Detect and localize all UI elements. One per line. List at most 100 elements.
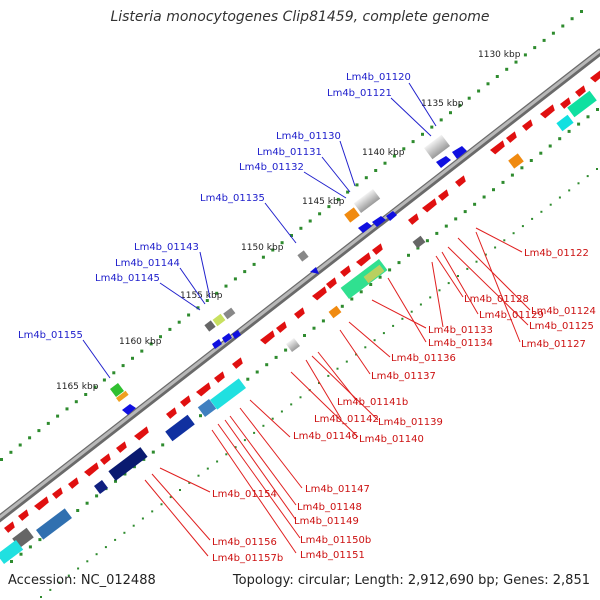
ruler-dot — [397, 261, 401, 265]
ruler-dot — [114, 479, 117, 483]
ruler-dot — [484, 253, 487, 256]
ruler-dot — [486, 82, 490, 86]
ruler-dot — [558, 137, 562, 141]
ruler-dot — [373, 339, 376, 342]
ruler-dot — [141, 517, 144, 520]
ruler-dot — [503, 239, 506, 242]
ruler-dot — [383, 161, 387, 165]
gene-label-lm4b-01124: Lm4b_01124 — [531, 306, 596, 317]
gene-label-lm4b-01127: Lm4b_01127 — [521, 339, 586, 350]
ruler-dot — [104, 546, 107, 549]
ruler-dot — [402, 147, 406, 151]
gene-block — [0, 539, 24, 565]
red-gene-arrow — [560, 97, 571, 109]
ruler-dot — [262, 424, 265, 427]
ruler-dot — [410, 310, 413, 313]
gene-block — [297, 250, 309, 262]
ruler-dot — [261, 255, 265, 259]
ruler-dot — [38, 538, 42, 542]
ruler-dot — [501, 180, 505, 184]
outer-genes — [109, 90, 597, 415]
ruler-dot — [561, 24, 565, 28]
ruler-dot — [84, 393, 88, 396]
ruler-dot — [74, 400, 78, 404]
gene-block — [223, 307, 236, 320]
gene-block — [328, 305, 342, 319]
ruler-dot — [523, 53, 527, 57]
ruler-dot — [580, 10, 583, 13]
ruler-dot — [586, 175, 589, 178]
ruler-dot — [458, 103, 462, 107]
gene-arrow — [372, 216, 386, 227]
ruler-dot — [197, 474, 200, 477]
red-leaders — [144, 227, 531, 557]
gene-label-lm4b-01148: Lm4b_01148 — [297, 502, 362, 513]
gene-arrow — [310, 267, 319, 274]
ruler-dot — [187, 313, 191, 317]
ruler-dot — [86, 560, 89, 563]
ruler-dot — [540, 210, 543, 213]
ruler-dot — [521, 225, 524, 228]
gene-label-lm4b-01157b: Lm4b_01157b — [212, 553, 283, 564]
ruler-dot — [58, 581, 61, 584]
ruler-dot — [596, 108, 599, 111]
ruler-label-1140: 1140 kbp — [362, 148, 405, 158]
gene-block — [412, 235, 426, 249]
gene-label-lm4b-01139: Lm4b_01139 — [378, 417, 443, 428]
gene-block — [424, 134, 450, 160]
red-gene-arrow — [52, 487, 63, 499]
ruler-dot — [359, 290, 363, 294]
red-gene-arrow — [575, 85, 586, 97]
ruler-dot — [407, 253, 410, 257]
red-gene-arrow — [356, 252, 371, 267]
ruler-dot — [179, 489, 181, 491]
gene-label-lm4b-01144: Lm4b_01144 — [115, 258, 180, 269]
ruler-dot — [299, 396, 302, 399]
ruler-dot — [463, 210, 467, 214]
ruler-dot — [159, 335, 162, 339]
outer-ruler-dots — [0, 10, 583, 461]
ruler-dot — [114, 538, 117, 541]
ruler-dot — [188, 481, 191, 484]
gene-block — [567, 90, 597, 118]
ruler-dot — [430, 125, 434, 129]
ruler-dot — [243, 439, 246, 442]
red-gene-arrow — [455, 175, 466, 187]
red-gene-arrow — [214, 371, 225, 383]
gene-label-lm4b-01154: Lm4b_01154 — [212, 489, 277, 500]
blue-leaders — [82, 82, 437, 379]
gene-label-lm4b-01150b: Lm4b_01150b — [300, 535, 371, 546]
ruler-dot — [416, 246, 420, 250]
ruler-dot — [551, 31, 555, 35]
gene-block — [363, 264, 385, 284]
ruler-dot — [151, 450, 155, 454]
ruler-dot — [67, 574, 70, 577]
ruler-dot — [224, 284, 228, 288]
gene-block — [36, 508, 72, 540]
ruler-dot — [252, 262, 256, 266]
gene-arrow — [222, 333, 232, 343]
red-gene-arrow — [490, 140, 505, 155]
ruler-dot — [318, 212, 322, 216]
red-genes — [4, 70, 600, 533]
red-gene-arrow — [506, 131, 517, 143]
red-gene-arrow — [166, 407, 177, 419]
ruler-dot — [18, 443, 22, 447]
ruler-dot — [95, 494, 99, 498]
ruler-dot — [346, 190, 350, 194]
ruler-dot — [345, 360, 348, 363]
red-gene-arrow — [312, 286, 327, 301]
ruler-dot — [531, 217, 534, 220]
ruler-dot — [533, 46, 537, 50]
ruler-dot — [482, 195, 486, 199]
ruler-dot — [411, 140, 415, 144]
red-gene-arrow — [372, 243, 383, 255]
ruler-dot — [438, 289, 441, 292]
ruler-dot — [529, 159, 533, 162]
ruler-dot — [364, 346, 367, 349]
ruler-dot — [388, 268, 392, 272]
ruler-dot — [123, 472, 127, 476]
red-gene-arrow — [276, 321, 287, 333]
ruler-dot — [449, 111, 452, 115]
ruler-dot — [177, 320, 181, 324]
